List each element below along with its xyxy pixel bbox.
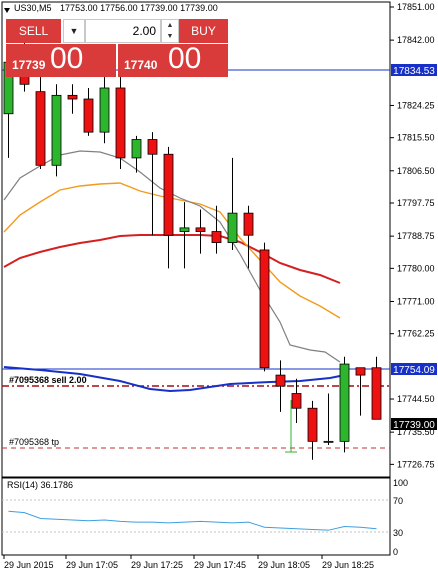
rsi-frame: [1, 477, 391, 556]
time-axis-label: 29 Jun 18:05: [258, 560, 310, 570]
price-axis-label: 17842.00: [397, 35, 435, 45]
svg-text:17834.53: 17834.53: [393, 66, 435, 77]
candle-bear: [163, 153, 174, 236]
candle-bear: [67, 94, 78, 100]
svg-text:17739.00: 17739.00: [393, 420, 435, 431]
candle-bull: [227, 212, 238, 243]
rsi-level-100: 100: [393, 478, 408, 488]
candle-bear: [291, 393, 302, 409]
candle-bear: [307, 407, 318, 442]
buy-button[interactable]: BUY: [179, 19, 228, 43]
rsi-level-30: 30: [393, 528, 403, 538]
price-axis: 17851.00 17842.00 17824.25 17815.50 17806.50…: [390, 2, 435, 469]
arrow-down-icon[interactable]: ▼: [166, 33, 174, 40]
ohlc-label: 17753.00 17756.00 17739.00 17739.00: [60, 3, 218, 13]
chart-header: US30,M5 17753.00 17756.00 17739.00 17739…: [4, 3, 218, 13]
rsi-panel: RSI(14) 36.1786 100 70 30 0: [2, 478, 408, 557]
candle-bull: [99, 87, 110, 133]
price-tag-top: 17834.53: [391, 64, 437, 77]
price-axis-label: 17735.50: [397, 427, 435, 437]
candle-bear: [35, 91, 46, 166]
volume-input[interactable]: 2.00: [85, 19, 161, 43]
ask-price-main: 17740: [124, 58, 158, 72]
time-axis-label: 29 Jun 2015: [4, 560, 54, 570]
price-axis-label: 17771.00: [397, 296, 435, 306]
blue-line: [3, 366, 341, 393]
rsi-label: RSI(14) 36.1786: [7, 480, 73, 490]
price-axis-label: 17788.75: [397, 231, 435, 241]
sell-button[interactable]: SELL: [6, 19, 61, 43]
bid-price-main: 17739: [12, 58, 46, 72]
candle-bull: [323, 440, 334, 443]
time-axis-label: 29 Jun 17:05: [66, 560, 118, 570]
order-sell-label[interactable]: #7095368 sell 2.00: [9, 375, 87, 385]
price-axis-label: 17780.00: [397, 263, 435, 273]
bid-quote[interactable]: 17739 00: [6, 42, 116, 77]
volume-dropdown[interactable]: ▼: [63, 19, 85, 43]
price-axis-label: 17726.75: [397, 459, 435, 469]
candle-bull: [339, 363, 350, 442]
price-axis-label: 17744.50: [397, 394, 435, 404]
time-axis-label: 29 Jun 18:25: [322, 560, 374, 570]
candle-bull: [51, 94, 62, 166]
price-axis-label: 17824.25: [397, 100, 435, 110]
arrow-up-icon[interactable]: ▲: [166, 22, 174, 29]
candle-bull: [131, 139, 142, 159]
caret-down-icon[interactable]: [4, 8, 10, 13]
candle-bear: [275, 374, 286, 387]
rsi-line: [8, 510, 377, 531]
rsi-level-0: 0: [393, 547, 398, 557]
candle-bear: [83, 98, 94, 133]
candle-bear: [147, 139, 158, 155]
price-axis-label: 17806.50: [397, 166, 435, 176]
price-tag-current: 17739.00: [391, 418, 437, 431]
candle-bear: [115, 87, 126, 159]
time-axis-label: 29 Jun 17:25: [131, 560, 183, 570]
ask-quote[interactable]: 17740 00: [118, 42, 228, 77]
candlesticks: [3, 36, 382, 460]
one-click-trading-panel: SELL ▼ 2.00 ▲ ▼ BUY 17739 00 17740 00: [6, 19, 228, 77]
price-axis-label: 17762.25: [397, 329, 435, 339]
candle-bear: [371, 367, 382, 420]
order-tp-label[interactable]: #7095368 tp: [9, 437, 59, 447]
candle-bear: [211, 231, 222, 243]
candle-bear: [355, 367, 366, 376]
ask-price-pips: 00: [168, 42, 202, 75]
price-axis-label: 17815.50: [397, 133, 435, 143]
volume-stepper[interactable]: ▲ ▼: [161, 19, 179, 43]
time-axis-label: 29 Jun 17:45: [194, 560, 246, 570]
price-axis-label: 17851.00: [397, 2, 435, 12]
time-axis: 29 Jun 2015 29 Jun 17:05 29 Jun 17:25 29 Ju…: [3, 555, 374, 570]
candle-bull: [179, 227, 190, 232]
svg-text:17754.09: 17754.09: [393, 365, 435, 376]
bid-price-pips: 00: [50, 42, 84, 75]
candle-bear: [195, 227, 206, 232]
chevron-down-icon: ▼: [69, 26, 79, 36]
candle-bear: [243, 212, 254, 236]
candle-bear: [259, 249, 270, 369]
chart-frame: [1, 1, 391, 478]
rsi-level-70: 70: [393, 496, 403, 506]
price-tag-mid: 17754.09: [391, 363, 437, 376]
price-axis-label: 17797.75: [397, 198, 435, 208]
symbol-label: US30,M5: [14, 3, 52, 13]
